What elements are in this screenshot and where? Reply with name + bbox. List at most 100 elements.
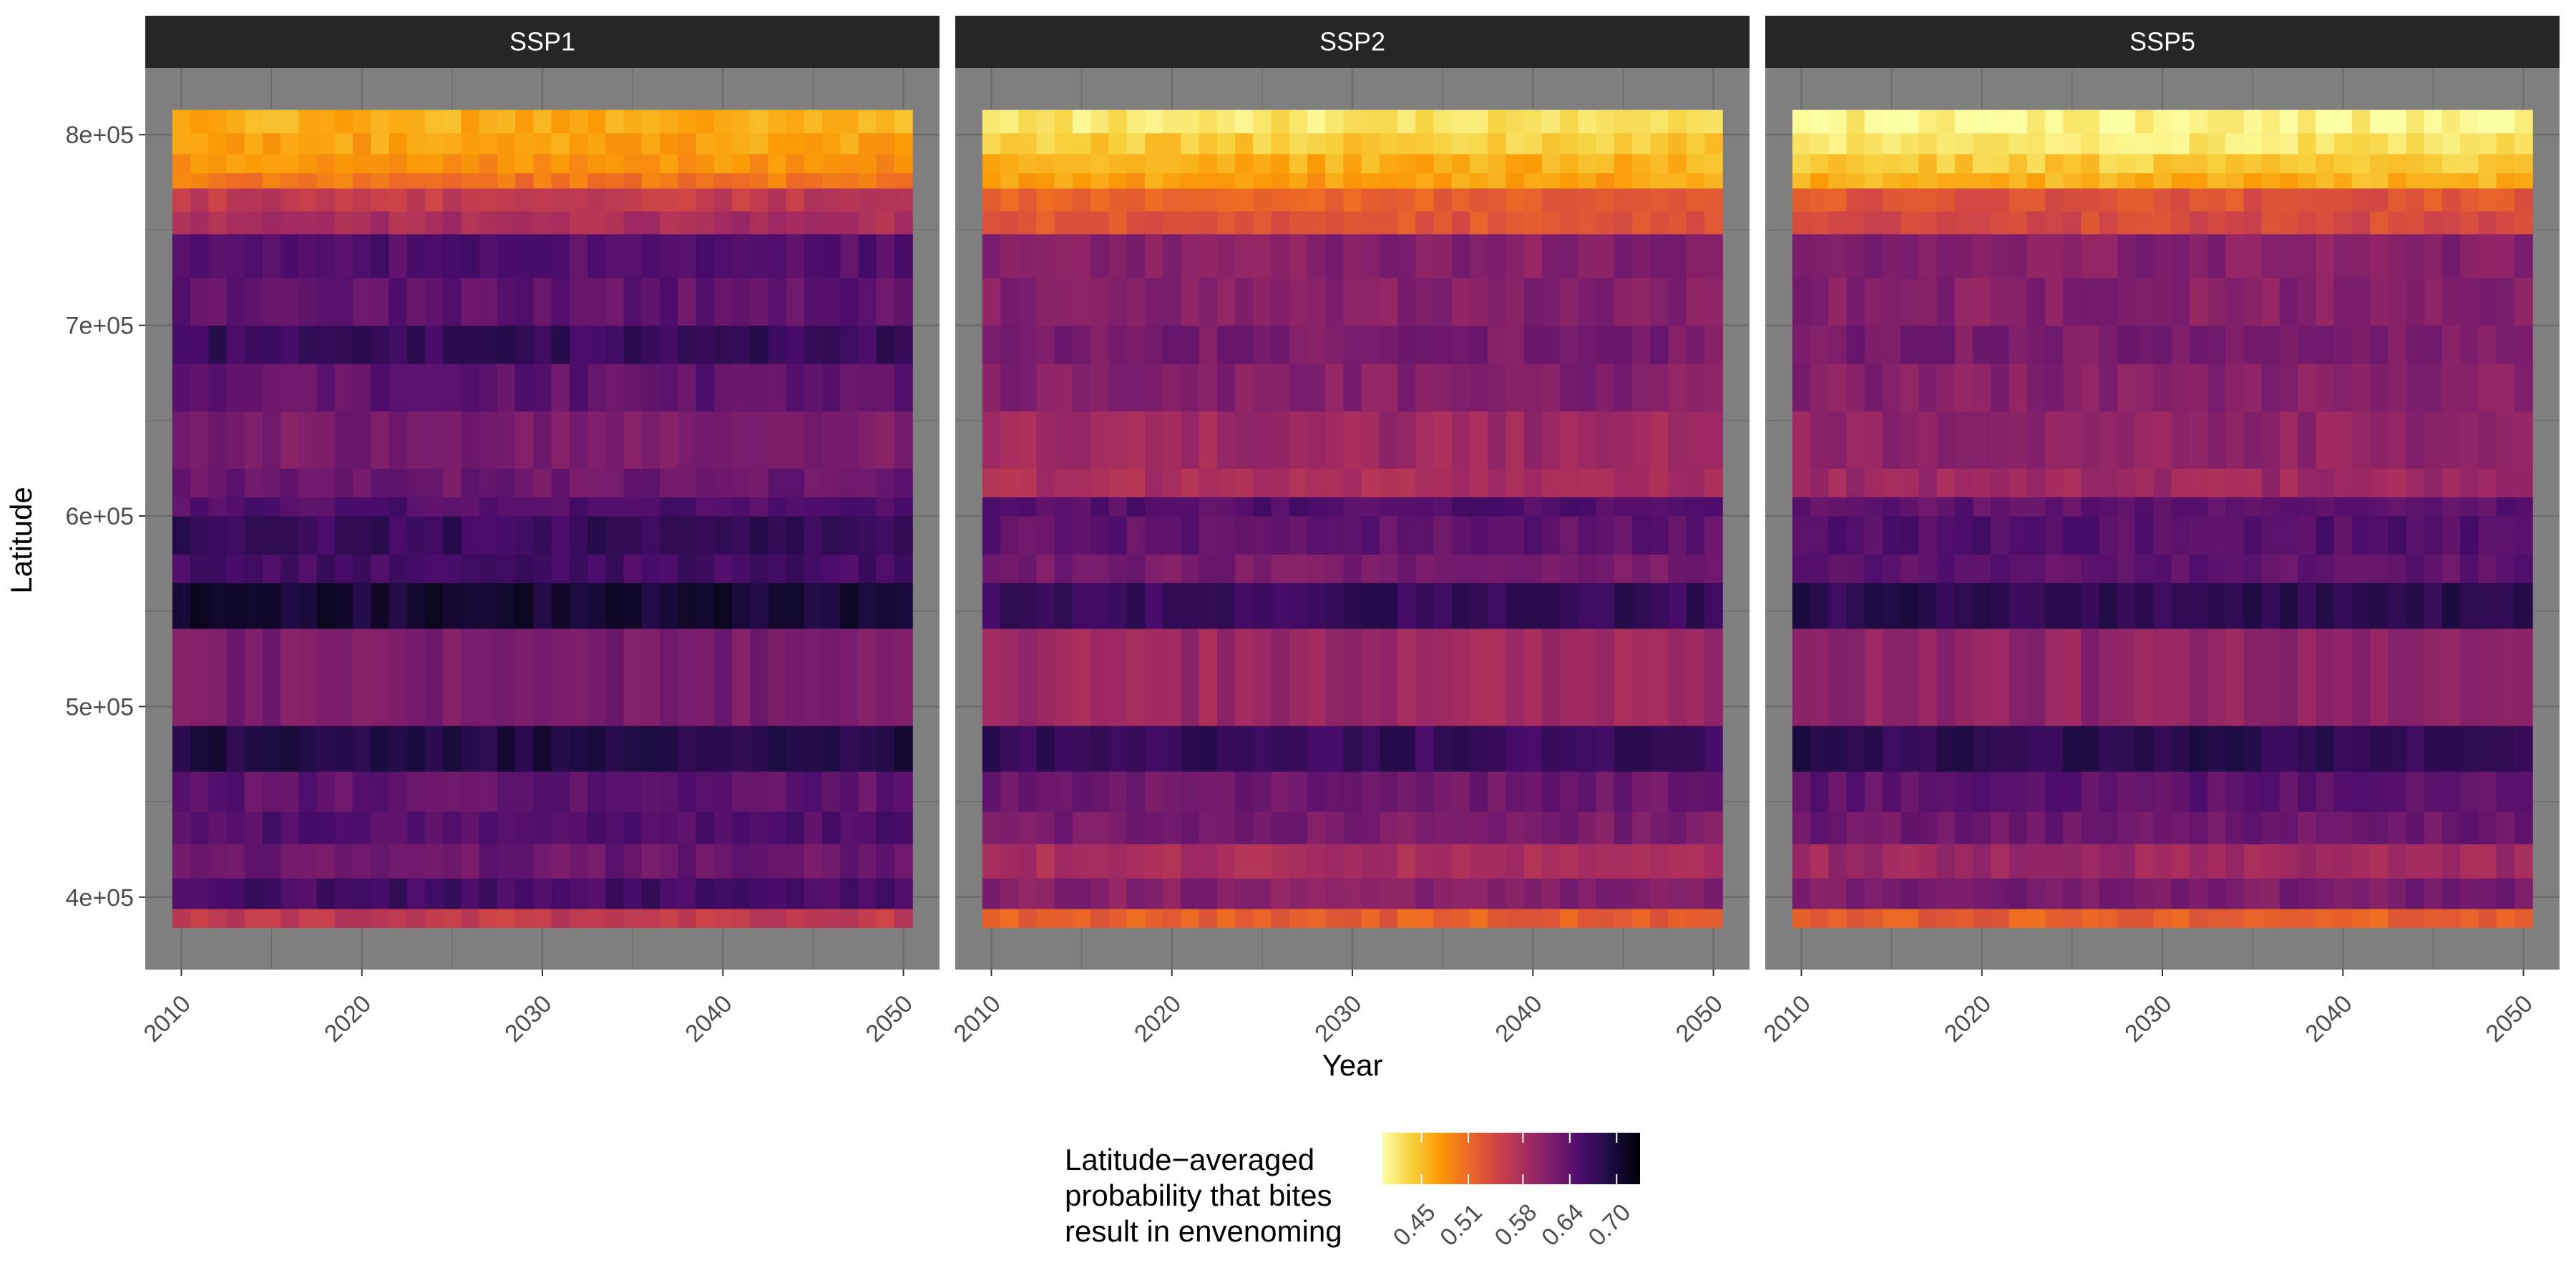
- heatmap-cell: [1918, 325, 1938, 364]
- heatmap-cell: [244, 771, 263, 812]
- heatmap-cell: [262, 109, 281, 134]
- heatmap-cell: [2063, 187, 2082, 212]
- heatmap-cell: [1000, 771, 1019, 812]
- heatmap-cell: [2478, 325, 2497, 364]
- heatmap-cell: [1253, 172, 1272, 189]
- heatmap-cell: [1000, 468, 1019, 497]
- heatmap-cell: [1846, 132, 1865, 155]
- heatmap-cell: [587, 726, 606, 772]
- heatmap-cell: [443, 516, 462, 555]
- heatmap-cell: [2171, 908, 2190, 928]
- heatmap-cell: [2081, 878, 2100, 909]
- heatmap-cell: [1199, 153, 1218, 174]
- heatmap-cell: [678, 153, 697, 174]
- heatmap-cell: [2333, 325, 2353, 364]
- heatmap-cell: [2298, 582, 2317, 629]
- heatmap-cell: [1054, 878, 1073, 909]
- heatmap-cell: [244, 153, 263, 174]
- heatmap-cell: [1506, 844, 1525, 879]
- heatmap-cell: [190, 132, 209, 155]
- heatmap-cell: [262, 582, 281, 629]
- heatmap-cell: [1361, 811, 1380, 844]
- heatmap-cell: [1523, 726, 1543, 772]
- heatmap-cell: [2478, 411, 2497, 469]
- heatmap-cell: [2496, 411, 2515, 469]
- heatmap-cell: [443, 582, 462, 629]
- heatmap-cell: [443, 210, 462, 235]
- heatmap-cell: [515, 811, 534, 844]
- heatmap-cell: [208, 172, 228, 189]
- heatmap-cell: [804, 468, 823, 497]
- heatmap-cell: [2424, 278, 2443, 326]
- heatmap-cell: [2351, 172, 2371, 189]
- heatmap-cell: [1469, 325, 1488, 364]
- heatmap-cell: [1901, 878, 1920, 909]
- heatmap-cell: [280, 628, 300, 726]
- heatmap-cell: [172, 187, 191, 212]
- heatmap-cell: [1235, 153, 1254, 174]
- heatmap-cell: [2478, 726, 2497, 772]
- heatmap-cell: [696, 844, 715, 879]
- heatmap-cell: [1936, 844, 1956, 879]
- heatmap-cell: [876, 187, 895, 212]
- heatmap-cell: [982, 187, 1001, 212]
- heatmap-cell: [2316, 172, 2335, 189]
- heatmap-cell: [1846, 363, 1865, 412]
- heatmap-cell: [1541, 582, 1561, 629]
- heatmap-cell: [2135, 497, 2154, 517]
- heatmap-cell: [1864, 187, 1883, 212]
- heatmap-cell: [1018, 554, 1038, 583]
- heatmap-cell: [2189, 811, 2208, 844]
- heatmap-cell: [786, 878, 805, 909]
- heatmap-cell: [1686, 554, 1705, 583]
- heatmap-cell: [2478, 878, 2497, 909]
- heatmap-cell: [280, 187, 300, 212]
- heatmap-cell: [1596, 554, 1615, 583]
- heatmap-cell: [858, 468, 877, 497]
- heatmap-cell: [1181, 468, 1200, 497]
- heatmap-cell: [2153, 109, 2172, 134]
- heatmap-cell: [768, 132, 787, 155]
- heatmap-cell: [1415, 468, 1435, 497]
- heatmap-cell: [443, 109, 462, 134]
- heatmap-cell: [731, 908, 751, 928]
- heatmap-cell: [2063, 582, 2082, 629]
- heatmap-cell: [731, 109, 751, 134]
- heatmap-cell: [1271, 132, 1290, 155]
- y-axis-title: Latitude: [4, 487, 38, 593]
- heatmap-cell: [569, 878, 588, 909]
- heatmap-cell: [2063, 516, 2082, 555]
- heatmap-cell: [443, 497, 462, 517]
- heatmap-cell: [2099, 811, 2118, 844]
- heatmap-cell: [1936, 172, 1956, 189]
- heatmap-cell: [1523, 497, 1543, 517]
- heatmap-cell: [1036, 878, 1055, 909]
- heatmap-cell: [713, 132, 733, 155]
- heatmap-cell: [804, 497, 823, 517]
- heatmap-cell: [2207, 811, 2226, 844]
- heatmap-cell: [1144, 233, 1163, 278]
- heatmap-cell: [443, 844, 462, 879]
- heatmap-cell: [2298, 468, 2317, 497]
- heatmap-cell: [2009, 844, 2028, 879]
- heatmap-cell: [2279, 363, 2298, 412]
- heatmap-cell: [1415, 187, 1435, 212]
- heatmap-cell: [1918, 497, 1938, 517]
- heatmap-cell: [515, 468, 534, 497]
- heatmap-cell: [2153, 363, 2172, 412]
- heatmap-cell: [713, 516, 733, 555]
- heatmap-cell: [2261, 726, 2280, 772]
- heatmap-cell: [605, 468, 625, 497]
- heatmap-cell: [1433, 109, 1453, 134]
- heatmap-cell: [713, 210, 733, 235]
- heatmap-cell: [533, 908, 552, 928]
- heatmap-cell: [1415, 771, 1435, 812]
- heatmap-cell: [1560, 132, 1579, 155]
- heatmap-cell: [443, 468, 462, 497]
- heatmap-cell: [2081, 210, 2100, 235]
- heatmap-cell: [533, 516, 552, 555]
- heatmap-cell: [1632, 325, 1651, 364]
- heatmap-cell: [1072, 582, 1091, 629]
- heatmap-cell: [1668, 726, 1687, 772]
- heatmap-cell: [1541, 468, 1561, 497]
